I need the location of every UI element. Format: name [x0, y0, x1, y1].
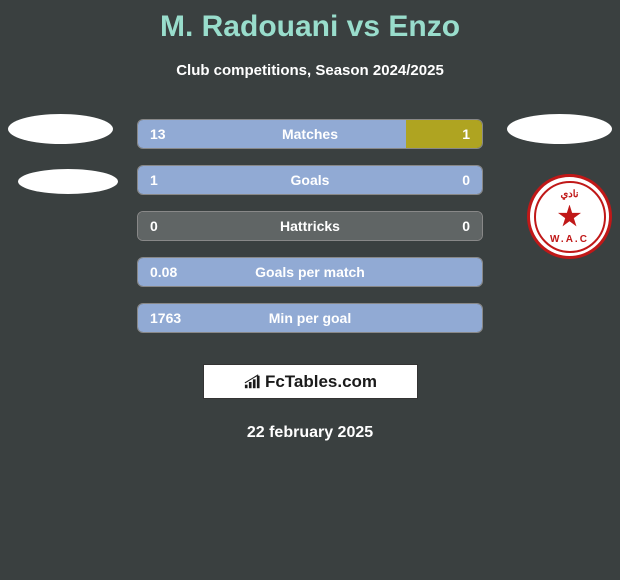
stat-left-value: 13	[150, 126, 166, 142]
stat-bar-goals-per-match: 0.08 Goals per match	[137, 257, 483, 287]
stats-area: نادي W.A.C 13 Matches 1 1 Goals 0	[0, 119, 620, 349]
stat-bars-container: 13 Matches 1 1 Goals 0 0 Hattricks 0	[137, 119, 483, 349]
stat-bar-min-per-goal: 1763 Min per goal	[137, 303, 483, 333]
bar-fill	[138, 120, 406, 148]
bar-remainder	[406, 120, 482, 148]
branding-box[interactable]: FcTables.com	[203, 364, 418, 399]
stat-bar-matches: 13 Matches 1	[137, 119, 483, 149]
stat-left-value: 1763	[150, 310, 181, 326]
stat-left-value: 0	[150, 218, 158, 234]
logo-wac-text: W.A.C	[550, 234, 589, 245]
player1-avatar-placeholder	[8, 114, 113, 144]
season-subtitle: Club competitions, Season 2024/2025	[0, 62, 620, 79]
player1-avatar-placeholder-2	[18, 169, 118, 194]
stat-label: Hattricks	[280, 218, 340, 234]
stat-label: Goals	[291, 172, 330, 188]
stat-right-value: 0	[462, 218, 470, 234]
stat-label: Min per goal	[269, 310, 351, 326]
stat-right-value: 1	[462, 126, 470, 142]
branding-text: FcTables.com	[265, 372, 377, 392]
star-icon	[558, 205, 582, 229]
stat-bar-hattricks: 0 Hattricks 0	[137, 211, 483, 241]
date-text: 22 february 2025	[0, 424, 620, 442]
stat-left-value: 0.08	[150, 264, 177, 280]
player2-avatar-placeholder	[507, 114, 612, 144]
fctables-chart-icon	[243, 374, 261, 390]
comparison-title: M. Radouani vs Enzo	[0, 10, 620, 44]
stat-label: Goals per match	[255, 264, 365, 280]
stat-label: Matches	[282, 126, 338, 142]
main-container: M. Radouani vs Enzo Club competitions, S…	[0, 0, 620, 442]
stat-left-value: 1	[150, 172, 158, 188]
stat-bar-goals: 1 Goals 0	[137, 165, 483, 195]
team-logo: نادي W.A.C	[527, 174, 612, 259]
team-logo-inner: نادي W.A.C	[534, 181, 606, 253]
stat-right-value: 0	[462, 172, 470, 188]
logo-arabic-text: نادي	[560, 189, 578, 200]
